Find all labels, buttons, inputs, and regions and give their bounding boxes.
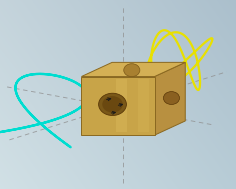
Circle shape [163, 92, 180, 105]
Circle shape [102, 96, 123, 113]
Polygon shape [155, 62, 185, 135]
Polygon shape [116, 79, 127, 132]
Polygon shape [138, 79, 149, 132]
Polygon shape [81, 77, 155, 135]
Circle shape [99, 93, 126, 115]
Polygon shape [81, 62, 185, 77]
Circle shape [124, 64, 140, 77]
